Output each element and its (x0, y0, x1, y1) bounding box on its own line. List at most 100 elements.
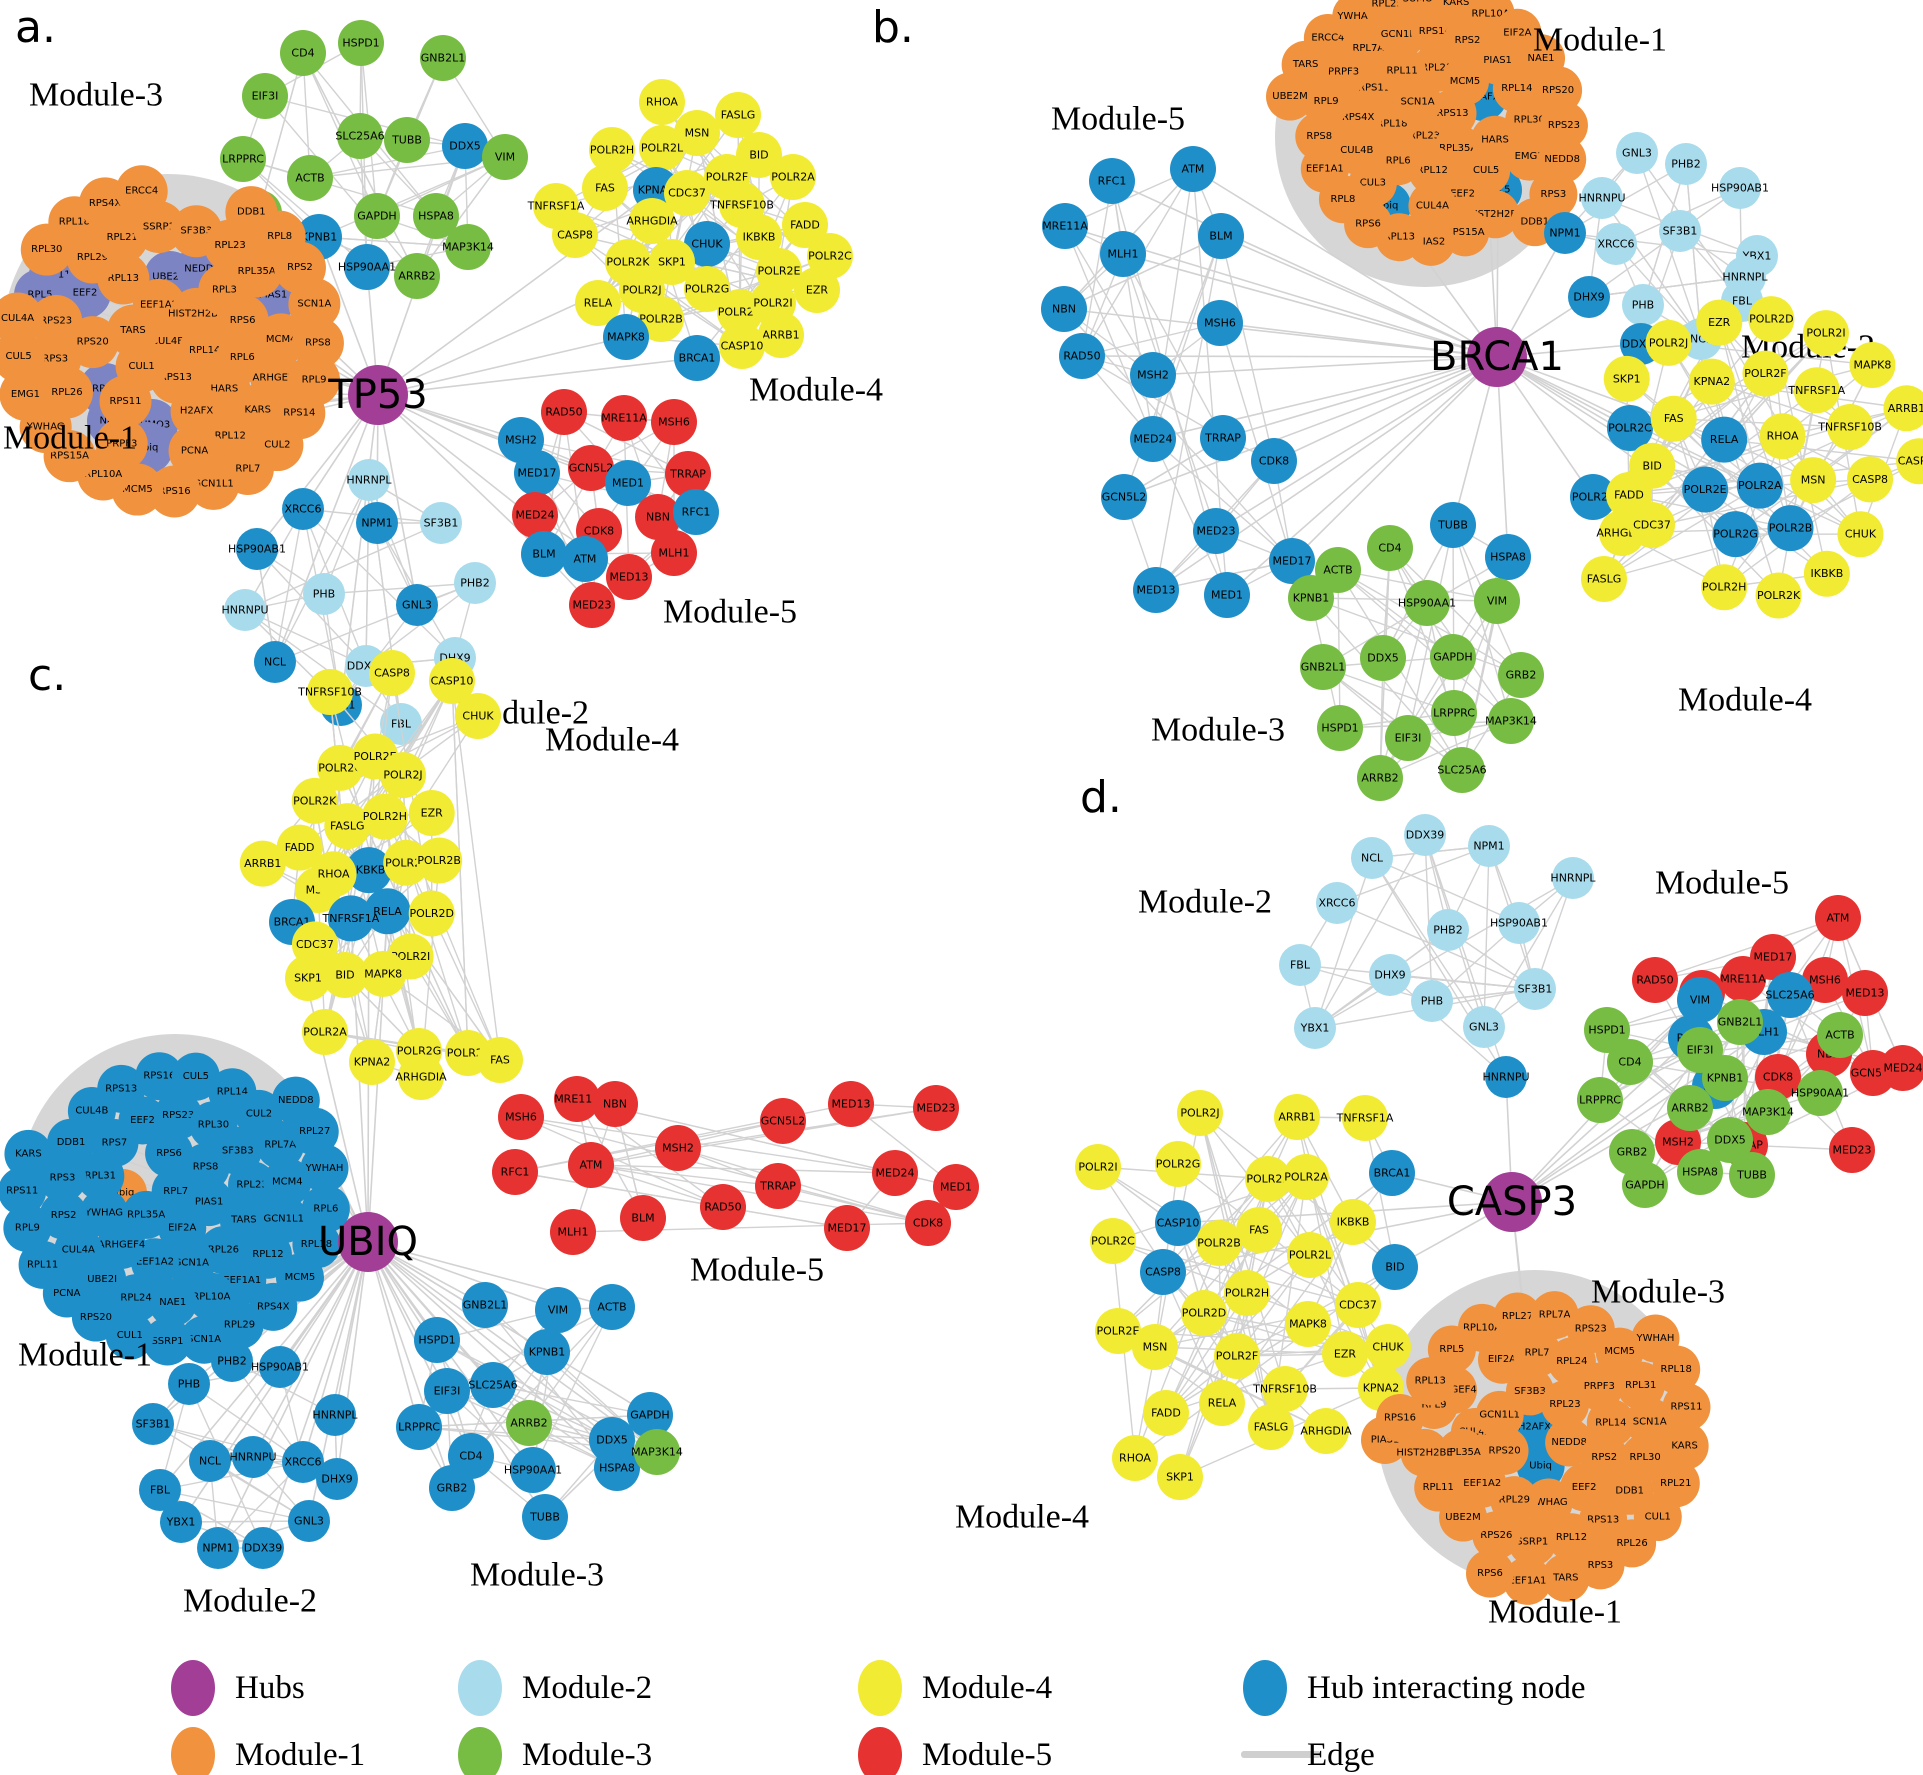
node-label: DDX5 (1714, 1134, 1745, 1147)
node-RAD50: RAD50 (700, 1184, 746, 1230)
node-circle (321, 951, 368, 998)
node-circle (420, 35, 466, 81)
node-KPNA2: KPNA2 (349, 1039, 395, 1085)
node-POLR2B: POLR2B (1196, 1220, 1242, 1266)
node-circle (1262, 1366, 1308, 1412)
node-label: HNRNPU (229, 1451, 276, 1464)
node-POLR2L: POLR2L (639, 125, 685, 171)
node-label: KPNB1 (301, 231, 338, 244)
node-circle (1408, 181, 1457, 230)
node-label: VIM (548, 1304, 568, 1317)
node-label: MED13 (1137, 584, 1176, 597)
node-label: POLR2B (1197, 1237, 1241, 1250)
node-label: TUBB (391, 134, 422, 147)
panel-c: CASP8CASP10TNFRSF10BCHUKMSNBRCA1SKP1POLR… (0, 650, 979, 1620)
edge (1097, 1166, 1272, 1428)
module-Module-5-c: MSH6 MRE11A NBN RFC1 ATM MLH1 BLM MSH2 RAD50 GCN5… (492, 1076, 979, 1255)
node-CDC37: CDC37 (1629, 502, 1675, 548)
node-label: PIAS2 (1417, 236, 1446, 247)
node-circle (634, 1429, 680, 1475)
node-circle (1793, 367, 1840, 414)
node-circle (1650, 395, 1697, 442)
node-circle (39, 1191, 88, 1240)
node-RPL11: RPL11 (18, 1240, 67, 1289)
node-label: CUL4A (1416, 200, 1449, 211)
node-SCN1A: SCN1A (288, 277, 341, 330)
node-circle (1729, 1152, 1775, 1198)
node-circle (239, 840, 286, 887)
node-POLR2A: POLR2A (1283, 1154, 1329, 1200)
node-circle (1581, 556, 1627, 602)
node-label: PRPF3 (106, 439, 137, 450)
node-label: YWHAH (305, 1163, 344, 1174)
edge (1219, 322, 1293, 562)
node-label: MED23 (573, 599, 612, 612)
node-PHB: PHB (168, 1363, 210, 1405)
node-label: ARRB2 (1361, 772, 1398, 785)
node-circle (1351, 837, 1393, 879)
node-label: MED23 (1833, 1144, 1872, 1157)
node-label: CUL5 (5, 351, 31, 362)
node-POLR2D: POLR2D (1181, 1290, 1227, 1336)
node-label: MED13 (1846, 987, 1885, 1000)
node-circle (424, 1368, 470, 1414)
node-KPNB1: KPNB1 (1702, 1055, 1748, 1101)
node-label: RPL13 (108, 273, 139, 284)
node-circle (1378, 47, 1427, 96)
node-circle (514, 450, 560, 496)
node-POLR2F: POLR2F (1742, 350, 1789, 397)
node-circle (1251, 438, 1297, 484)
node-POLR2J: POLR2J (380, 752, 427, 799)
node-circle (535, 1287, 581, 1333)
node-BRCA1: BRCA1 (674, 335, 720, 381)
node-label: POLR2B (1769, 522, 1813, 535)
edge (546, 1351, 658, 1453)
node-circle (1365, 1324, 1411, 1370)
node-label: IKBKB (743, 231, 776, 244)
node-label: RPS15A (50, 451, 89, 462)
node-label: RPL30 (198, 1120, 229, 1131)
node-label: UBE2M (152, 272, 188, 283)
node-label: RPL6 (313, 1203, 338, 1214)
legend: Hubs Module-1 Module-2 Module-3 Module-4 Modu… (171, 1660, 1586, 1775)
node-label: CUL4B (75, 1106, 108, 1117)
edge (1452, 524, 1455, 714)
node-label: RPL11 (1423, 1482, 1454, 1493)
node-circle (603, 314, 649, 360)
node-label: RELA (584, 297, 613, 310)
node-circle (758, 312, 804, 358)
node-BLM: BLM (521, 531, 567, 577)
node-BLM: BLM (620, 1195, 666, 1241)
node-CD4: CD4 (1367, 525, 1413, 571)
module-label-d-Module-2: Module-2 (1138, 884, 1272, 921)
node-FAS: FAS (1236, 1207, 1282, 1253)
node-circle (601, 395, 647, 441)
module-label-c-Module-2: Module-2 (183, 1583, 317, 1620)
node-circle (492, 1149, 538, 1195)
node-label: Ubiq (1529, 1460, 1552, 1471)
node-label: RPS8 (1306, 131, 1332, 142)
node-label: RPL13 (1415, 1376, 1446, 1387)
hub-edge (367, 1241, 420, 1428)
node-CDK8: CDK8 (905, 1200, 951, 1246)
node-label: POLR2K (606, 256, 650, 269)
node-NCL: NCL (189, 1440, 231, 1482)
node-label: MED1 (940, 1181, 972, 1194)
node-label: POLR2L (641, 142, 684, 155)
node-circle (1719, 167, 1761, 209)
node-label: NEDD8 (1544, 154, 1580, 165)
node-label: RPL7 (163, 1186, 188, 1197)
node-circle (1130, 416, 1176, 462)
node-label: MCM4 (266, 334, 297, 345)
node-label: CUL5 (1473, 165, 1499, 176)
node-label: POLR2D (1182, 1307, 1227, 1320)
node-GCN5L2: GCN5L2 (1101, 474, 1147, 520)
node-HNRNPL: HNRNPL (312, 1394, 358, 1436)
node-label: MED17 (518, 467, 557, 480)
node-circle (1181, 1290, 1227, 1336)
node-GAPDH: GAPDH (627, 1392, 673, 1438)
node-label: POLR2K (293, 794, 337, 807)
node-circle (316, 1458, 358, 1500)
node-circle (1059, 333, 1105, 379)
